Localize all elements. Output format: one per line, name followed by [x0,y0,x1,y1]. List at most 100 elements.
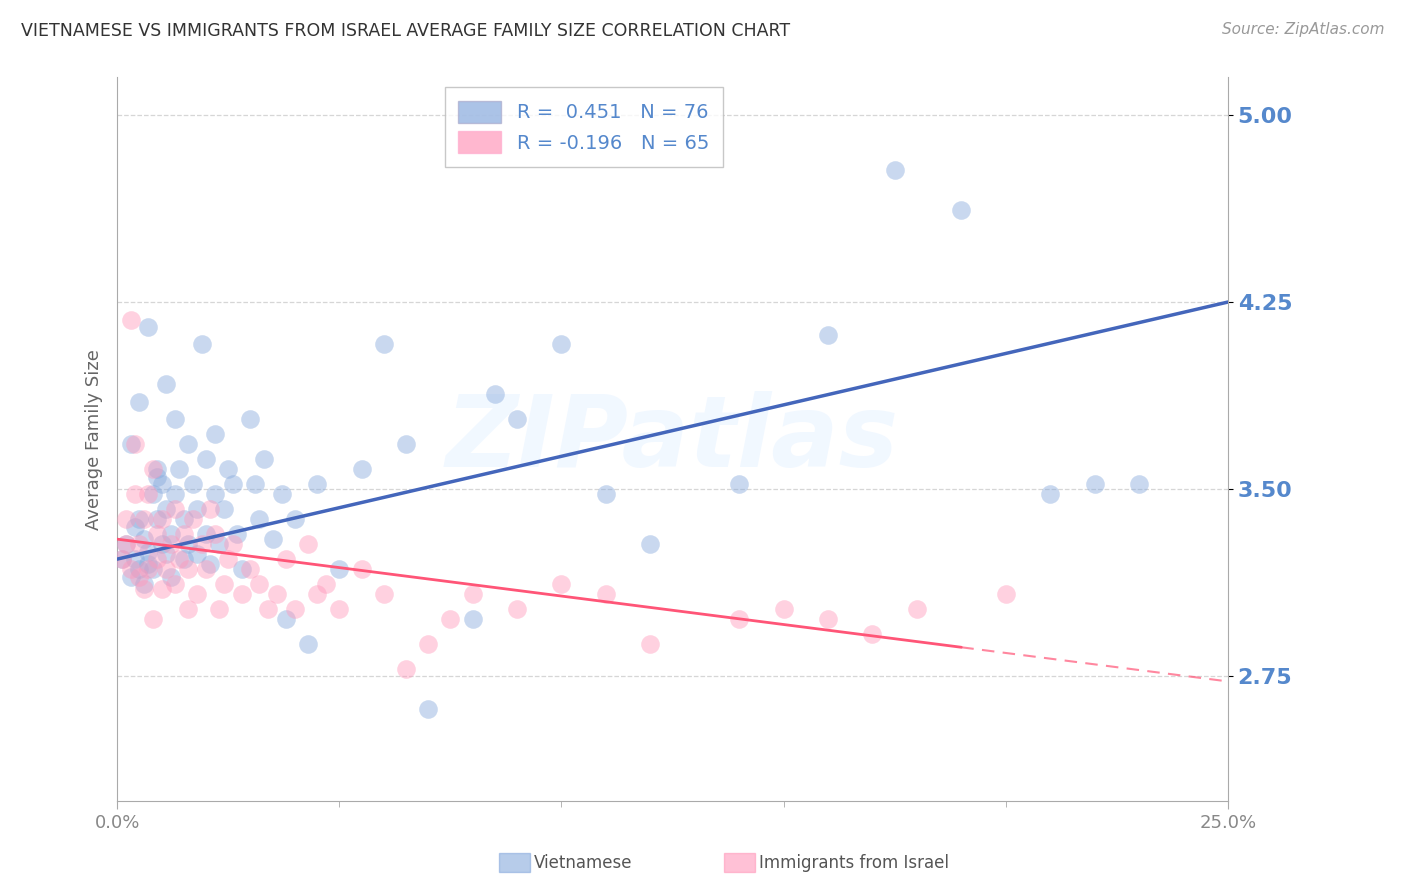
Point [150,512,173,526]
Point [231,587,253,601]
Point [111,552,134,566]
Point [169,462,191,476]
Point [177,537,200,551]
Point [257,602,280,616]
Point [212,577,235,591]
Point [190,537,212,551]
Point [195,527,218,541]
Point [136,557,159,571]
Point [373,587,395,601]
Point [274,552,297,566]
Point [883,162,905,177]
Point [195,452,218,467]
Point [208,537,231,551]
Point [124,487,146,501]
Point [136,487,159,501]
Point [274,612,297,626]
Point [173,512,195,526]
Point [163,412,186,426]
Point [640,537,662,551]
Point [1084,837,1107,851]
Point [136,562,159,576]
Point [177,602,200,616]
Point [128,512,150,526]
Point [173,552,195,566]
Point [1128,477,1150,491]
Point [200,557,222,571]
Point [395,437,418,451]
Point [124,519,146,533]
Point [204,487,226,501]
Point [132,582,155,596]
Point [177,562,200,576]
Point [461,612,484,626]
Point [169,552,191,566]
Point [190,337,212,351]
Point [284,512,307,526]
Point [150,477,173,491]
Point [328,562,350,576]
Point [595,487,617,501]
Point [132,577,155,591]
Y-axis label: Average Family Size: Average Family Size [86,349,103,530]
Point [217,552,239,566]
Point [155,377,177,392]
Point [142,612,165,626]
Point [115,537,138,551]
Point [136,320,159,334]
Point [461,587,484,601]
Point [128,395,150,409]
Point [128,562,150,576]
Point [222,537,245,551]
Text: Vietnamese: Vietnamese [534,854,633,871]
Point [159,569,181,583]
Point [728,477,751,491]
Point [132,512,155,526]
Point [905,602,928,616]
Point [307,477,329,491]
Text: Source: ZipAtlas.com: Source: ZipAtlas.com [1222,22,1385,37]
Point [136,544,159,558]
Point [181,512,204,526]
Point [120,312,142,326]
Point [270,487,292,501]
Point [266,587,288,601]
Point [204,427,226,442]
Point [132,532,155,546]
Point [595,587,617,601]
Point [173,527,195,541]
Point [120,437,142,451]
Point [1084,477,1107,491]
Point [115,537,138,551]
Point [124,552,146,566]
Point [111,552,134,566]
Point [226,527,249,541]
Point [212,502,235,516]
Point [120,562,142,576]
Legend: R =  0.451   N = 76, R = -0.196   N = 65: R = 0.451 N = 76, R = -0.196 N = 65 [444,87,723,167]
Point [418,702,440,716]
Point [239,562,262,576]
Point [772,602,794,616]
Point [128,537,150,551]
Point [297,637,319,651]
Point [142,562,165,576]
Point [186,502,208,516]
Point [163,577,186,591]
Point [395,662,418,676]
Point [247,512,270,526]
Point [142,462,165,476]
Point [817,327,839,342]
Point [328,602,350,616]
Point [284,602,307,616]
Point [115,512,138,526]
Point [253,452,276,467]
Point [159,537,181,551]
Point [640,637,662,651]
Point [950,202,973,217]
Point [239,412,262,426]
Point [155,502,177,516]
Point [177,437,200,451]
Point [163,487,186,501]
Point [208,602,231,616]
